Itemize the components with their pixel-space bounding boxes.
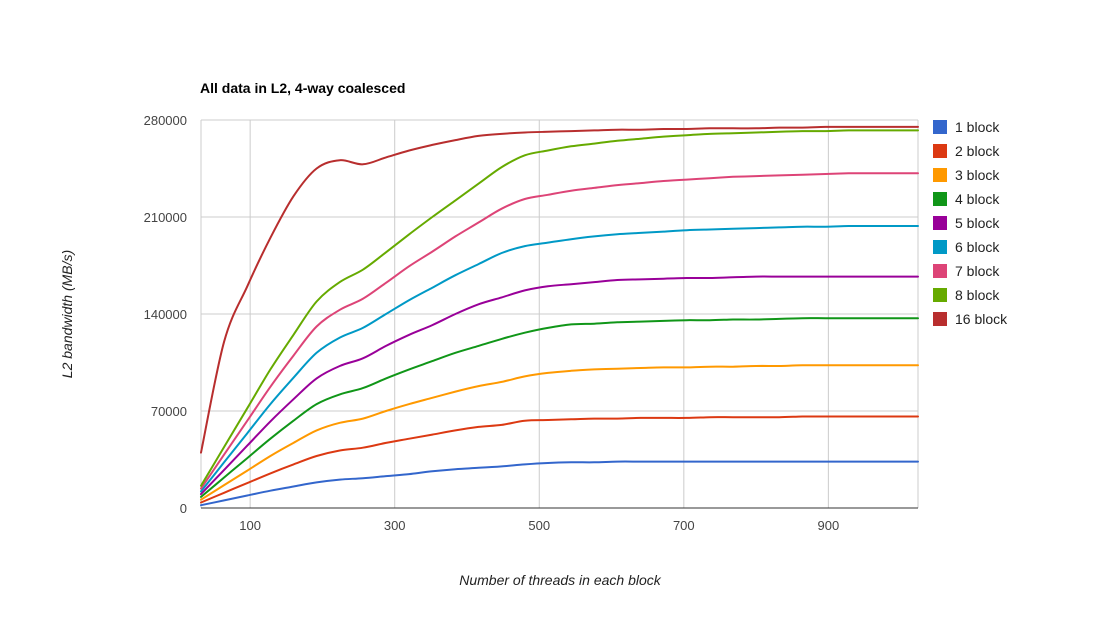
series-line-16-block <box>200 125 919 454</box>
chart-title: All data in L2, 4-way coalesced <box>200 80 405 96</box>
legend-swatch-7-block <box>933 264 947 278</box>
x-tick-label: 700 <box>673 518 695 533</box>
legend-label-5-block: 5 block <box>955 215 1000 231</box>
legend-label-7-block: 7 block <box>955 263 1000 279</box>
legend-swatch-3-block <box>933 168 947 182</box>
legend-label-2-block: 2 block <box>955 143 1000 159</box>
series-line-5-block <box>200 275 919 496</box>
y-tick-label: 280000 <box>144 113 187 128</box>
series-line-3-block <box>200 364 919 501</box>
series-line-6-block <box>200 224 919 493</box>
legend-swatch-8-block <box>933 288 947 302</box>
legend-label-1-block: 1 block <box>955 119 1000 135</box>
y-axis-tick-labels: 0 70000 140000 210000 280000 <box>144 113 187 516</box>
legend-label-8-block: 8 block <box>955 287 1000 303</box>
y-tick-label: 70000 <box>151 404 187 419</box>
legend: 1 block 2 block 3 block 4 block 5 block 6 blo… <box>933 119 1008 327</box>
legend-swatch-4-block <box>933 192 947 206</box>
x-axis-tick-labels: 100 300 500 700 900 <box>239 518 839 533</box>
legend-swatch-2-block <box>933 144 947 158</box>
y-tick-label: 140000 <box>144 307 187 322</box>
series-line-1-block <box>200 460 919 507</box>
x-tick-label: 500 <box>528 518 550 533</box>
y-axis-title: L2 bandwidth (MB/s) <box>59 250 75 378</box>
legend-label-3-block: 3 block <box>955 167 1000 183</box>
series-lines <box>200 125 919 507</box>
legend-swatch-16-block <box>933 312 947 326</box>
x-tick-label: 100 <box>239 518 261 533</box>
series-line-8-block <box>200 129 919 487</box>
legend-swatch-6-block <box>933 240 947 254</box>
x-tick-label: 900 <box>818 518 840 533</box>
legend-label-6-block: 6 block <box>955 239 1000 255</box>
series-line-7-block <box>200 172 919 490</box>
x-axis-title: Number of threads in each block <box>459 572 662 588</box>
gridlines <box>200 119 919 508</box>
legend-swatch-1-block <box>933 120 947 134</box>
series-line-2-block <box>200 415 919 504</box>
y-tick-label: 0 <box>180 501 187 516</box>
y-tick-label: 210000 <box>144 210 187 225</box>
series-line-4-block <box>200 317 919 498</box>
legend-label-4-block: 4 block <box>955 191 1000 207</box>
legend-label-16-block: 16 block <box>955 311 1008 327</box>
legend-swatch-5-block <box>933 216 947 230</box>
x-tick-label: 300 <box>384 518 406 533</box>
